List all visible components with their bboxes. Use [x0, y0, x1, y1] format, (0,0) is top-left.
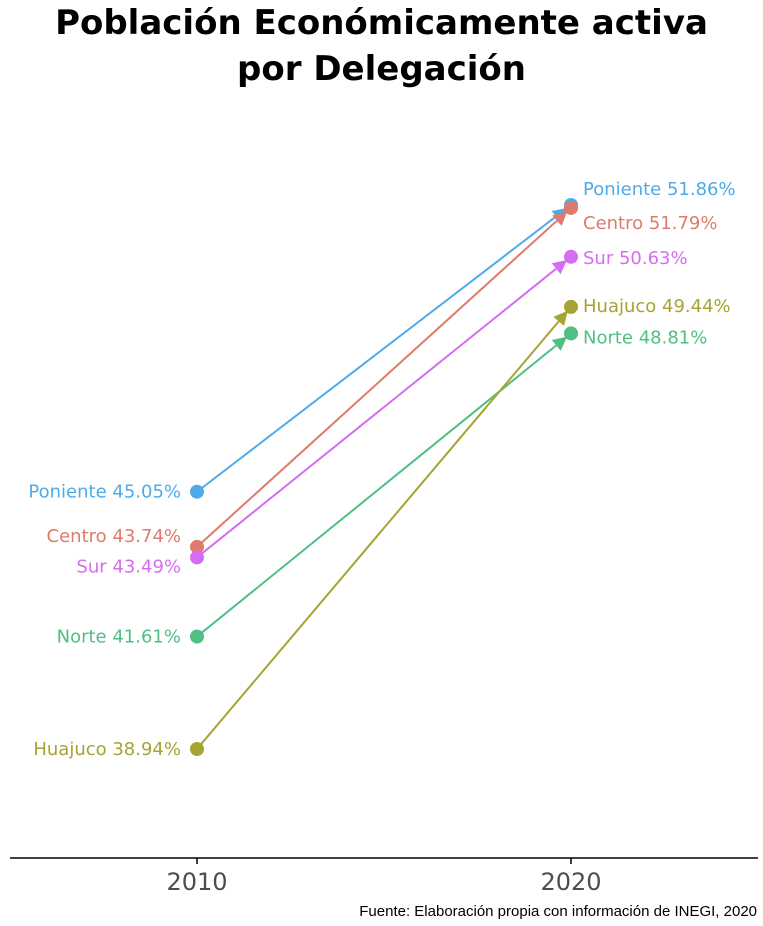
- data-label-norte-2020: Norte 48.81%: [583, 327, 707, 348]
- series-arrowhead-norte: [551, 336, 568, 351]
- data-point-norte-2010: [190, 629, 204, 644]
- series-line-centro: [196, 219, 558, 548]
- data-label-norte-2010: Norte 41.61%: [57, 627, 181, 648]
- series-line-poniente: [196, 215, 557, 493]
- series-arrowhead-centro: [552, 211, 568, 226]
- data-label-poniente-2010: Poniente 45.05%: [28, 482, 181, 503]
- chart-title-line-1: Población Económicamente activa: [55, 3, 708, 43]
- data-point-centro-2010: [190, 539, 204, 554]
- data-point-sur-2020: [564, 249, 578, 264]
- chart-title-line-2: por Delegación: [237, 49, 526, 89]
- series-layer: [190, 198, 578, 756]
- source-note: Fuente: Elaboración propia con informaci…: [359, 903, 757, 920]
- series-line-sur: [196, 267, 557, 559]
- data-label-huajuco-2020: Huajuco 49.44%: [583, 296, 731, 317]
- series-arrowhead-huajuco: [553, 310, 568, 326]
- data-point-huajuco-2020: [564, 299, 578, 314]
- x-tick-label-2020: 2020: [540, 868, 601, 896]
- x-tick-label-2010: 2010: [166, 868, 227, 896]
- data-point-centro-2020: [564, 200, 578, 215]
- data-label-huajuco-2010: Huajuco 38.94%: [33, 739, 181, 760]
- series-line-huajuco: [196, 320, 560, 750]
- data-point-huajuco-2010: [190, 742, 204, 756]
- data-point-poniente-2010: [190, 484, 204, 499]
- data-point-norte-2020: [564, 326, 578, 341]
- data-label-sur-2010: Sur 43.49%: [76, 556, 181, 577]
- data-label-centro-2010: Centro 43.74%: [47, 526, 181, 547]
- label-layer: Poniente 45.05% Poniente 51.86% Centro 43.…: [28, 179, 735, 760]
- chart-title: Población Económicamente activa por Dele…: [0, 0, 763, 92]
- data-point-sur-2010: [190, 550, 204, 565]
- data-label-poniente-2020: Poniente 51.86%: [583, 179, 736, 200]
- series-arrowhead-sur: [551, 259, 568, 275]
- data-label-centro-2020: Centro 51.79%: [583, 213, 717, 234]
- data-label-sur-2020: Sur 50.63%: [583, 248, 688, 269]
